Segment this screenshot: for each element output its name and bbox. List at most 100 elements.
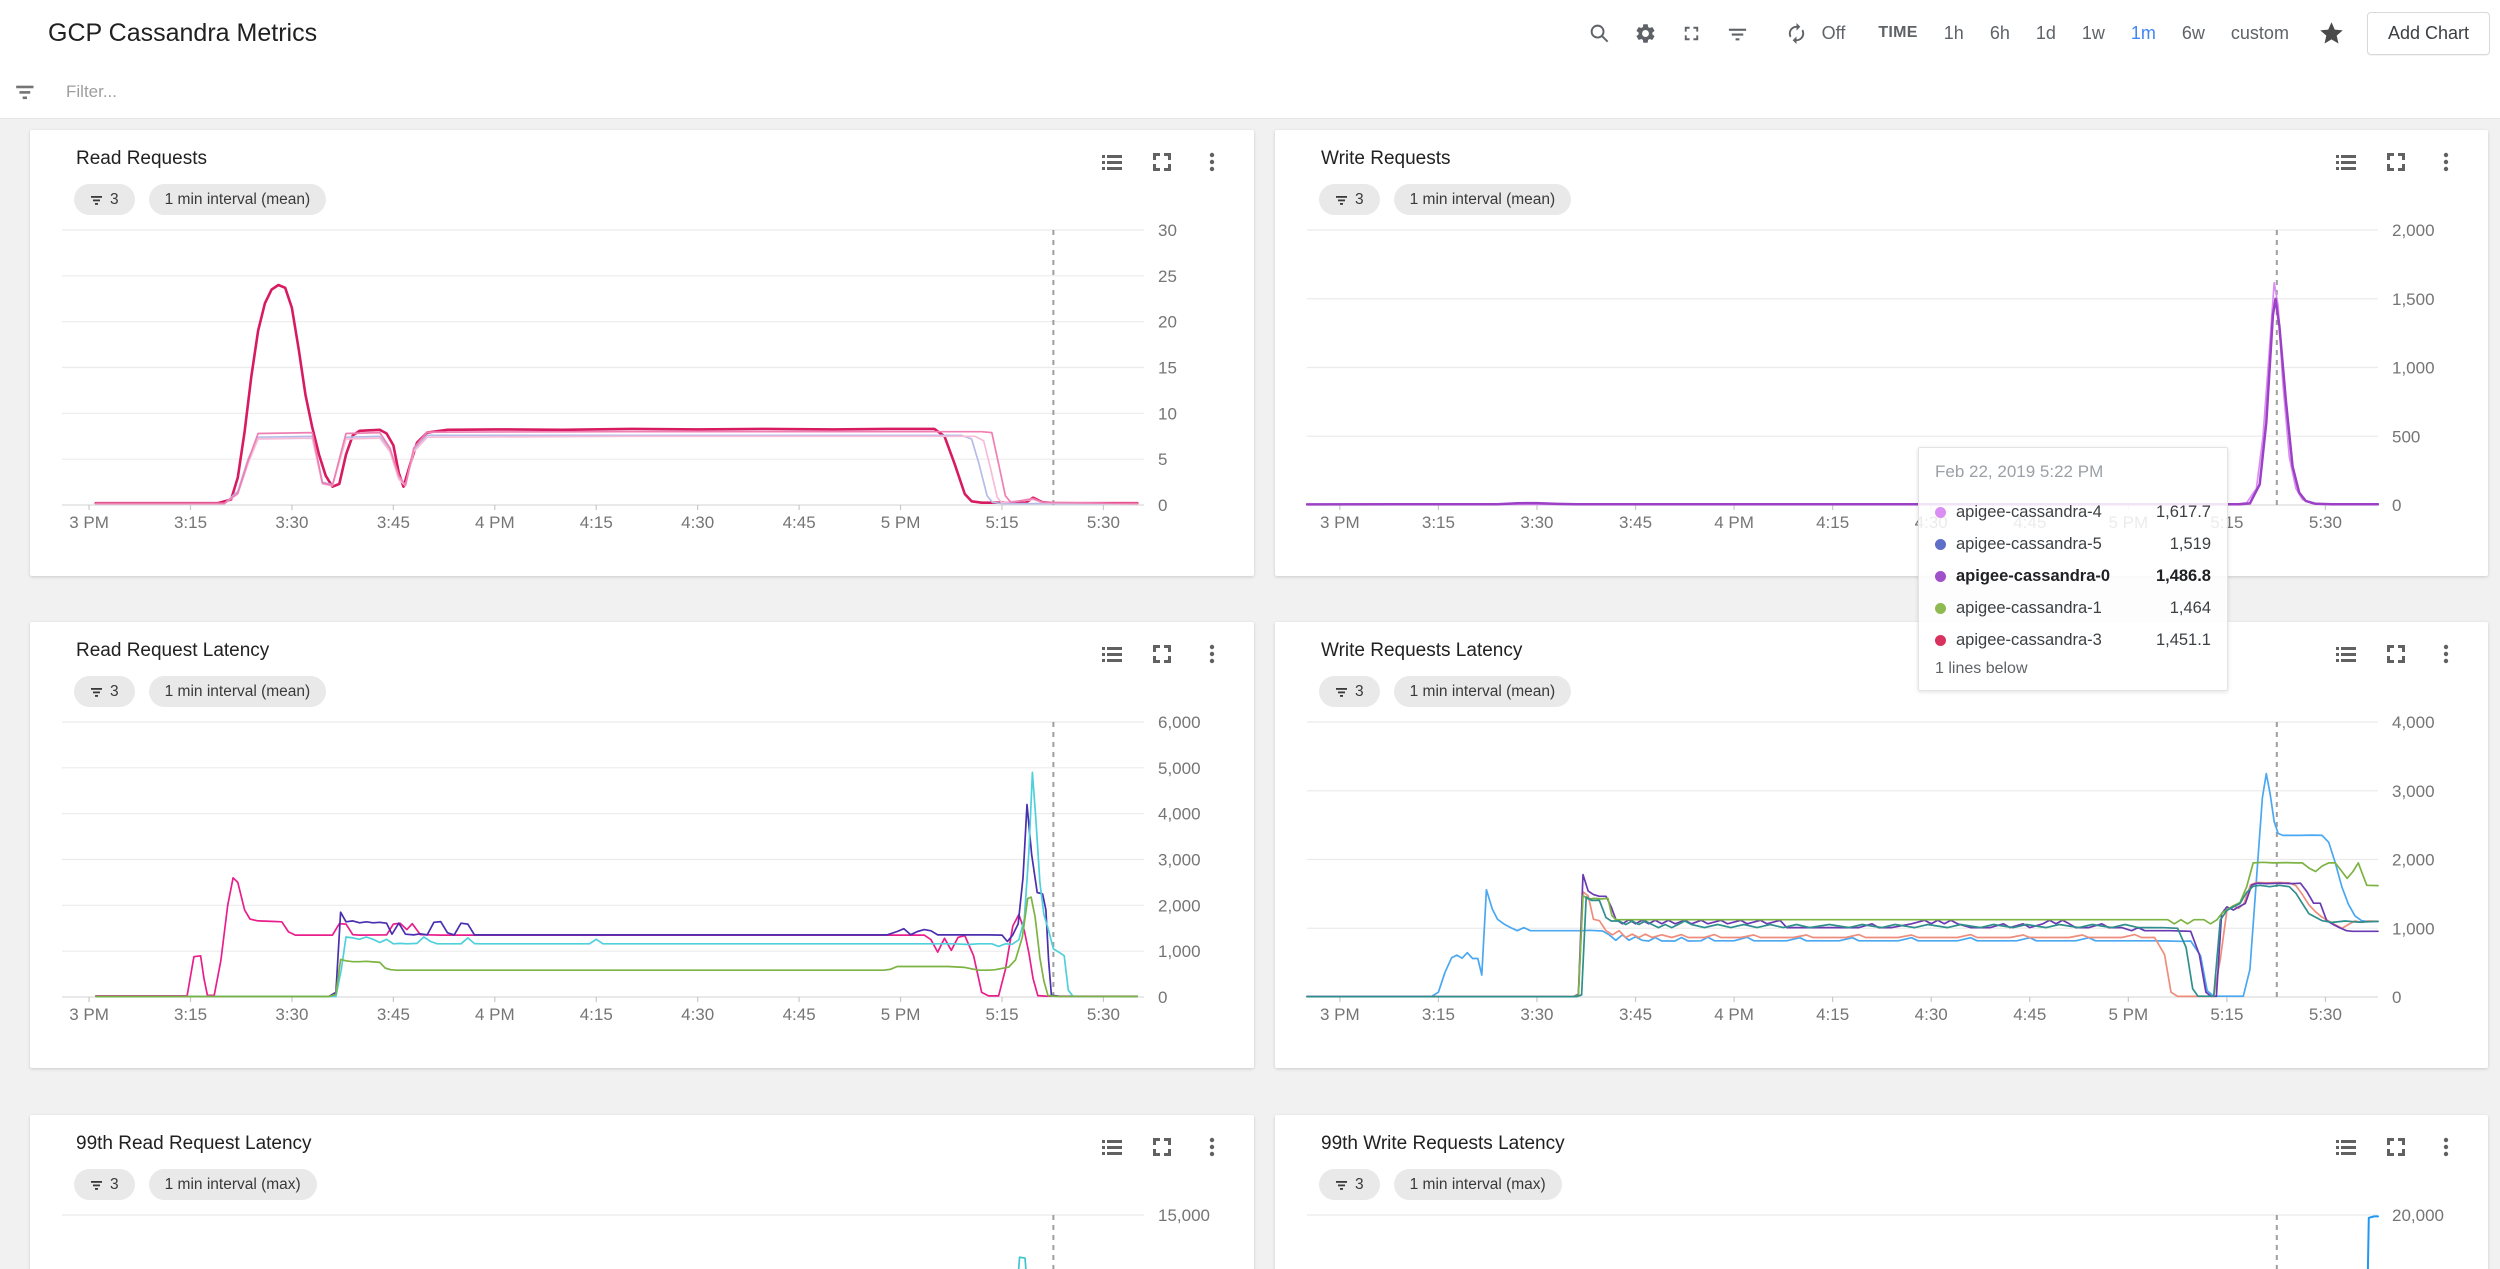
svg-text:6,000: 6,000 [1158, 713, 1201, 732]
chart-plot[interactable]: 0 5 10 15 20 25 30 3 PM 3:15 3:30 3:45 4 PM 4:15 4:30… [30, 130, 1254, 576]
filter-count-chip[interactable]: 3 [1319, 184, 1380, 215]
svg-text:5:15: 5:15 [2210, 513, 2243, 532]
search-icon[interactable] [1588, 21, 1612, 45]
svg-text:4 PM: 4 PM [475, 513, 515, 532]
legend-icon[interactable] [2334, 642, 2358, 666]
time-range-1d[interactable]: 1d [2035, 22, 2056, 43]
interval-chip[interactable]: 1 min interval (max) [148, 1169, 317, 1200]
legend-icon[interactable] [2334, 150, 2358, 174]
legend-icon[interactable] [1100, 642, 1124, 666]
settings-gear-icon[interactable] [1634, 21, 1658, 45]
svg-text:3:30: 3:30 [1520, 513, 1553, 532]
svg-text:500: 500 [2392, 427, 2420, 446]
svg-text:3:30: 3:30 [275, 1005, 308, 1024]
expand-icon[interactable] [2384, 150, 2408, 174]
interval-chip[interactable]: 1 min interval (max) [1393, 1169, 1562, 1200]
svg-text:4:30: 4:30 [1915, 513, 1948, 532]
svg-text:3:15: 3:15 [1422, 513, 1455, 532]
svg-text:4,000: 4,000 [2392, 713, 2435, 732]
filter-icon [14, 77, 50, 108]
legend-icon[interactable] [1100, 150, 1124, 174]
filter-count-chip[interactable]: 3 [74, 184, 135, 215]
expand-icon[interactable] [2384, 642, 2408, 666]
svg-text:2,000: 2,000 [2392, 851, 2435, 870]
filter-input[interactable] [64, 81, 968, 103]
chart-title: 99th Read Request Latency [76, 1133, 312, 1154]
svg-text:3:45: 3:45 [377, 1005, 410, 1024]
time-range-custom[interactable]: custom [2230, 22, 2289, 43]
chart-title: Read Request Latency [76, 640, 270, 661]
expand-icon[interactable] [2384, 1135, 2408, 1159]
chart-panel-write-requests-latency: Write Requests Latency 3 1 min interval … [1275, 622, 2488, 1068]
interval-chip[interactable]: 1 min interval (mean) [1393, 184, 1572, 215]
svg-text:2,000: 2,000 [1158, 896, 1201, 915]
svg-text:3 PM: 3 PM [1320, 513, 1360, 532]
svg-text:5:15: 5:15 [985, 513, 1018, 532]
add-chart-button[interactable]: Add Chart [2366, 11, 2490, 55]
svg-text:4:30: 4:30 [1915, 1005, 1948, 1024]
filter-count-chip[interactable]: 3 [1319, 1169, 1380, 1200]
expand-icon[interactable] [1150, 150, 1174, 174]
auto-refresh-state[interactable]: Off [1821, 22, 1846, 43]
legend-icon[interactable] [1100, 1135, 1124, 1159]
svg-text:30: 30 [1158, 221, 1177, 240]
expand-icon[interactable] [1150, 1135, 1174, 1159]
more-options-icon[interactable] [2434, 150, 2458, 174]
chart-panel-99th-write-requests-latency: 99th Write Requests Latency 3 1 min inte… [1275, 1115, 2488, 1269]
svg-text:3:45: 3:45 [1619, 1005, 1652, 1024]
more-options-icon[interactable] [1200, 150, 1224, 174]
expand-icon[interactable] [1150, 642, 1174, 666]
svg-text:3,000: 3,000 [2392, 782, 2435, 801]
favorite-star-icon[interactable] [2318, 20, 2345, 47]
svg-text:4:15: 4:15 [1816, 513, 1849, 532]
svg-text:5 PM: 5 PM [881, 1005, 921, 1024]
interval-chip[interactable]: 1 min interval (mean) [148, 184, 327, 215]
svg-text:15,000: 15,000 [1158, 1206, 1210, 1225]
interval-chip[interactable]: 1 min interval (mean) [148, 676, 327, 707]
fullscreen-icon[interactable] [1680, 21, 1704, 45]
time-range-1w[interactable]: 1w [2081, 22, 2105, 43]
chart-plot[interactable]: 0 1,000 2,000 3,000 4,000 3 PM 3:15 3:30 3:45 4 P… [1275, 622, 2488, 1068]
svg-text:4:15: 4:15 [580, 513, 613, 532]
svg-text:3 PM: 3 PM [69, 513, 109, 532]
filter-bar [0, 66, 2500, 119]
filter-lines-icon[interactable] [1726, 21, 1750, 45]
chart-plot[interactable]: 0 1,000 2,000 3,000 4,000 5,000 6,000 3 PM 3:15 3… [30, 622, 1254, 1068]
chart-panel-write-requests: Write Requests 3 1 min interval (mean) 0… [1275, 130, 2488, 576]
svg-text:5:30: 5:30 [2309, 513, 2342, 532]
svg-text:4:30: 4:30 [681, 1005, 714, 1024]
svg-text:1,000: 1,000 [2392, 359, 2435, 378]
time-range-1h[interactable]: 1h [1943, 22, 1964, 43]
svg-text:3 PM: 3 PM [69, 1005, 109, 1024]
svg-text:4:15: 4:15 [580, 1005, 613, 1024]
legend-icon[interactable] [2334, 1135, 2358, 1159]
time-range-1m[interactable]: 1m [2130, 22, 2156, 43]
svg-text:4 PM: 4 PM [475, 1005, 515, 1024]
time-range-6h[interactable]: 6h [1989, 22, 2010, 43]
svg-text:4:45: 4:45 [2013, 513, 2046, 532]
svg-text:3:15: 3:15 [1422, 1005, 1455, 1024]
svg-text:4 PM: 4 PM [1714, 513, 1754, 532]
auto-refresh-icon[interactable] [1785, 21, 1809, 45]
app-header: GCP Cassandra Metrics Off TIME 1h 6h 1d … [0, 0, 2500, 67]
time-range-6w[interactable]: 6w [2181, 22, 2205, 43]
filter-count-chip[interactable]: 3 [74, 1169, 135, 1200]
svg-text:3:45: 3:45 [377, 513, 410, 532]
svg-text:2,000: 2,000 [2392, 221, 2435, 240]
svg-text:4:30: 4:30 [681, 513, 714, 532]
filter-count-chip[interactable]: 3 [74, 676, 135, 707]
svg-text:3:30: 3:30 [275, 513, 308, 532]
more-options-icon[interactable] [1200, 1135, 1224, 1159]
interval-chip[interactable]: 1 min interval (mean) [1393, 676, 1572, 707]
svg-text:0: 0 [1158, 496, 1167, 515]
svg-text:20,000: 20,000 [2392, 1206, 2444, 1225]
more-options-icon[interactable] [2434, 1135, 2458, 1159]
more-options-icon[interactable] [2434, 642, 2458, 666]
filter-count-chip[interactable]: 3 [1319, 676, 1380, 707]
chart-panel-read-requests: Read Requests 3 1 min interval (mean) 0 5… [30, 130, 1254, 576]
chart-panel-read-request-latency: Read Request Latency 3 1 min interval (m… [30, 622, 1254, 1068]
more-options-icon[interactable] [1200, 642, 1224, 666]
svg-text:1,500: 1,500 [2392, 290, 2435, 309]
